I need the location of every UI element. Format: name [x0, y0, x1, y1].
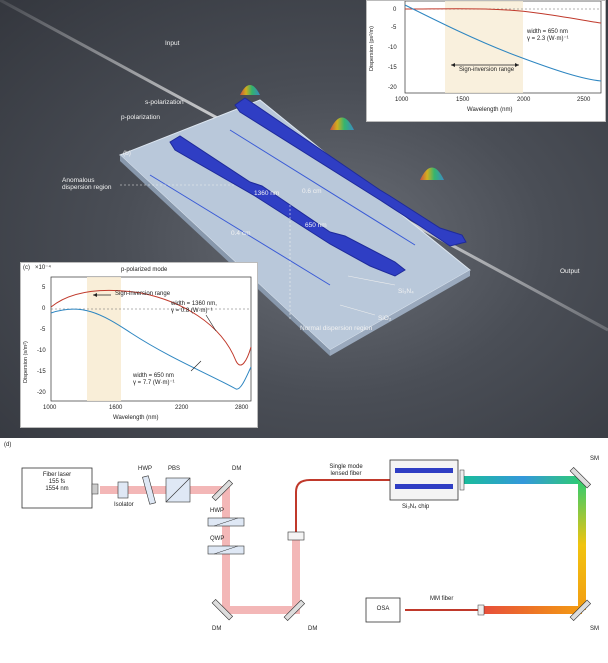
inset-c-annotation-blue: width = 650 nm γ = 7.7 (W·m)⁻¹ [133, 373, 175, 386]
dm3-label: DM [308, 626, 318, 632]
setup-diagram [21, 459, 592, 623]
input-label: Input [165, 40, 180, 47]
waveguide-narrow [169, 135, 406, 277]
inset-c-ytick-3: -10 [37, 348, 46, 354]
experimental-setup: (d) Fiber laser 155 fs 1554 nm Isolator … [0, 440, 608, 663]
inset-c-xtick-1: 1600 [109, 405, 123, 411]
isolator-label: Isolator [114, 502, 134, 508]
panel-b-marker: (b) [123, 150, 131, 157]
inset-c-ytick-4: -15 [37, 369, 46, 375]
inset-c-chart: (c) ×10⁻⁴ p-polarized mode Dispersion (s… [20, 262, 258, 428]
inset-c-annotation-red: width = 1360 nm, γ = 0.8 (W·m)⁻¹ [171, 301, 217, 314]
inset-c-xtick-2: 2200 [175, 405, 189, 411]
mm-fiber-label: MM fiber [430, 596, 454, 602]
inset-b-xlabel: Wavelength (nm) [467, 107, 513, 113]
fiber-laser-label: Fiber laser 155 fs 1554 nm [42, 472, 72, 492]
inset-b-xtick-1: 1500 [456, 97, 470, 103]
inset-c-ytick-1: 0 [42, 306, 46, 312]
inset-b-ytick-0: 0 [393, 7, 397, 13]
lensed-fiber [295, 479, 430, 540]
hwp2-label: HWP [210, 508, 224, 514]
inset-c-ytick-0: 5 [42, 285, 46, 291]
sm2-label: SM [590, 626, 599, 632]
inset-c-xtick-0: 1000 [43, 405, 57, 411]
inset-c-exponent: ×10⁻⁴ [35, 265, 51, 271]
panel-d-tag: (d) [4, 442, 12, 448]
inset-b-chart: Dispersion (ps²/m) 0 -5 -10 -15 -20 1000… [366, 0, 606, 122]
si3n4-label: Si₃N₄ [398, 288, 414, 295]
output-label: Output [560, 268, 580, 275]
sm1-label: SM [590, 456, 599, 462]
inset-b-xtick-0: 1000 [395, 97, 409, 103]
width-narrow-label: 650 nm [305, 222, 327, 229]
normal-region-label: Normal dispersion region [300, 325, 373, 332]
sio2-label: SiO₂ [378, 315, 392, 322]
width-wide-label: 1360 nm [254, 190, 280, 197]
s-polarization-label: s-polarization [145, 99, 184, 106]
dm2-label: DM [212, 626, 222, 632]
anomalous-region-label: Anomalous dispersion region [62, 177, 112, 191]
inset-c-title: p-polarized mode [121, 267, 168, 273]
inset-b-ylabel: Dispersion (ps²/m) [369, 26, 375, 71]
length-long-label: 0.6 cm [302, 188, 322, 195]
pbs-label: PBS [168, 466, 181, 472]
chip-label: Si₃N₄ chip [402, 504, 430, 510]
inset-b-xtick-3: 2500 [577, 97, 591, 103]
p-polarization-label: p-polarization [121, 114, 161, 121]
inset-b-plot [404, 1, 602, 94]
inset-c-ytick-5: -20 [37, 390, 46, 396]
inset-c-tag: (c) [23, 265, 30, 271]
inset-b-range: Sign-inversion range [459, 67, 515, 73]
inset-b-annotation: width = 650 nm γ = 2.3 (W·m)⁻¹ [527, 29, 569, 42]
inset-c-ylabel: Dispersion (s/m²) [23, 341, 29, 383]
device-art [0, 0, 608, 356]
lensed-fiber-label: Single mode lensed fiber [329, 464, 363, 477]
qwp-label: QWP [210, 536, 225, 542]
waveguide-wide [234, 97, 467, 247]
inset-b-ytick-1: -5 [391, 25, 397, 31]
inset-b-ytick-3: -15 [388, 65, 397, 71]
inset-b-xtick-2: 2000 [517, 97, 531, 103]
inset-c-xtick-3: 2800 [235, 405, 249, 411]
dm1-label: DM [232, 466, 242, 472]
device-illustration: Input s-polarization p-polarization (b) … [0, 0, 608, 438]
inset-b-ytick-2: -10 [388, 45, 397, 51]
inset-c-xlabel: Wavelength (nm) [113, 415, 159, 421]
hwp1-label: HWP [138, 466, 152, 472]
inset-c-plot [50, 276, 252, 402]
length-short-label: 0.4 cm [231, 230, 251, 237]
osa-label: OSA [376, 606, 390, 612]
inset-c-range: Sign-inversion range [115, 291, 171, 297]
inset-c-ytick-2: -5 [40, 327, 46, 333]
inset-b-ytick-4: -20 [388, 85, 397, 91]
